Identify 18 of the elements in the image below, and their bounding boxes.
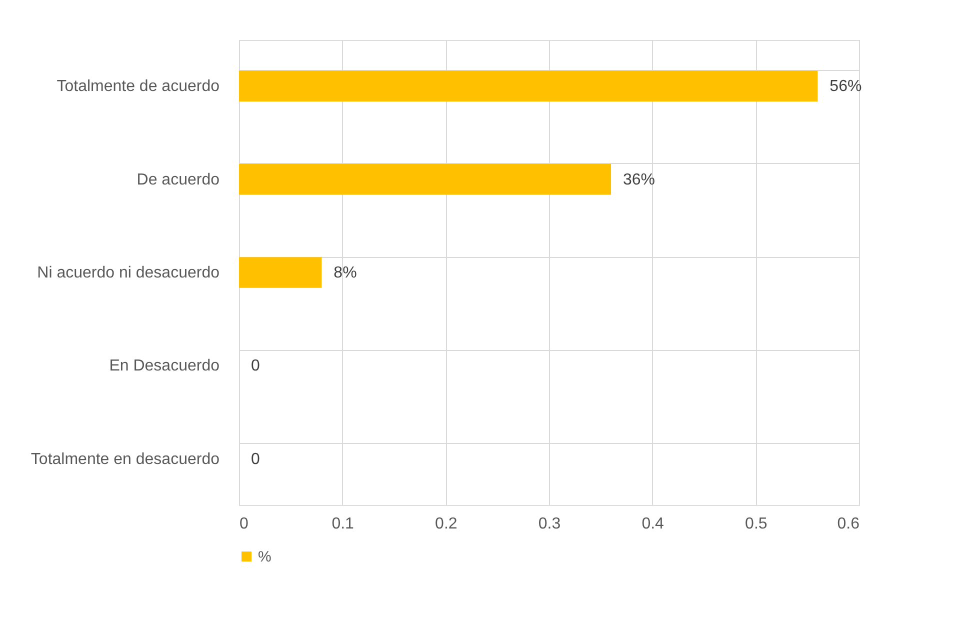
data-label: 36% [623,171,656,188]
data-label: 0 [251,450,260,468]
x-tick-label: 0.3 [538,516,561,532]
y-tick-label: Totalmente de acuerdo [56,78,220,96]
data-label: 0 [251,358,260,375]
data-label: 8% [334,264,357,282]
x-tick-label: 0 [240,516,248,532]
data-label: 56% [830,78,862,96]
x-tick-label: 0.5 [745,516,768,532]
legend-label: % [258,548,272,566]
x-tick-label: 0.2 [435,516,458,532]
y-tick-label: En Desacuerdo [109,358,220,375]
y-tick-label: Totalmente en desacuerdo [30,450,220,468]
y-tick-label: De acuerdo [136,171,220,188]
y-tick-label: Ni acuerdo ni desacuerdo [37,264,220,282]
x-tick-label: 0.4 [642,516,664,532]
x-tick-label: 0.6 [837,516,860,532]
x-tick-label: 0.1 [332,516,354,532]
